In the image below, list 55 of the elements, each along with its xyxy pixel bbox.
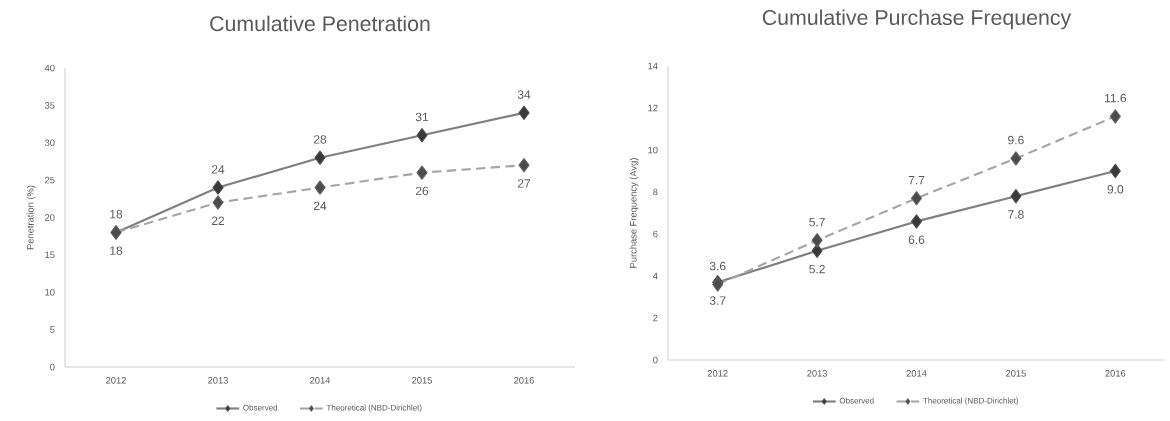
chart-title: Cumulative Purchase Frequency — [762, 9, 1072, 30]
data-label: 28 — [313, 135, 327, 144]
y-tick-label: 2 — [653, 314, 658, 322]
legend-label: Observed — [243, 404, 278, 411]
x-tick-label: 2016 — [1105, 370, 1126, 377]
y-tick-label: 0 — [50, 363, 55, 371]
y-tick-label: 40 — [44, 64, 55, 72]
data-label: 6.6 — [908, 235, 925, 244]
data-label: 9.0 — [1107, 185, 1124, 194]
data-label: 5.2 — [809, 264, 825, 274]
y-tick-label: 12 — [648, 104, 658, 112]
y-tick-label: 35 — [44, 102, 55, 109]
legend-label: Observed — [839, 397, 874, 404]
data-label: 3.7 — [709, 296, 726, 305]
x-tick-label: 2016 — [514, 377, 534, 384]
legend-label: Theoretical (NBD-Dirichlet) — [923, 397, 1019, 406]
data-label: 7.8 — [1008, 210, 1024, 219]
y-tick-label: 14 — [648, 62, 658, 70]
data-label: 11.6 — [1105, 93, 1127, 103]
data-label: 5.7 — [809, 217, 825, 227]
y-axis-title: Penetration (%) — [26, 185, 36, 250]
x-tick-label: 2012 — [106, 377, 126, 384]
data-label: 26 — [415, 186, 429, 196]
data-label: 24 — [313, 201, 327, 211]
data-label: 18 — [110, 246, 123, 255]
data-label: 34 — [517, 90, 531, 99]
data-label: 24 — [211, 165, 225, 174]
data-label: 22 — [211, 216, 225, 225]
x-tick-label: 2012 — [707, 370, 728, 377]
data-label: 9.6 — [1008, 135, 1024, 145]
y-tick-label: 15 — [45, 251, 55, 259]
chart-title: Cumulative Penetration — [210, 15, 430, 32]
y-tick-label: 5 — [50, 326, 55, 333]
y-tick-label: 25 — [45, 176, 55, 184]
x-tick-label: 2014 — [310, 377, 331, 384]
y-tick-label: 8 — [653, 188, 658, 196]
data-label: 7.7 — [908, 175, 925, 185]
data-label: 31 — [415, 112, 429, 122]
y-tick-label: 20 — [45, 214, 55, 221]
data-label: 27 — [517, 179, 531, 188]
y-tick-label: 10 — [45, 288, 55, 296]
data-label: 3.6 — [709, 261, 726, 271]
x-tick-label: 2013 — [807, 370, 828, 377]
y-tick-label: 4 — [652, 272, 658, 280]
legend-label: Theoretical (NBD-Dirichlet) — [326, 404, 422, 413]
y-tick-label: 10 — [648, 146, 658, 154]
x-tick-label: 2015 — [412, 377, 432, 384]
data-label: 18 — [110, 209, 123, 219]
y-tick-label: 0 — [653, 356, 658, 364]
x-tick-label: 2015 — [1005, 370, 1026, 377]
y-tick-label: 30 — [44, 139, 55, 147]
x-tick-label: 2014 — [906, 370, 927, 377]
x-tick-label: 2013 — [208, 377, 228, 384]
y-axis-title: Purchase Frequency (Avg) — [629, 158, 639, 268]
y-tick-label: 6 — [653, 230, 658, 238]
